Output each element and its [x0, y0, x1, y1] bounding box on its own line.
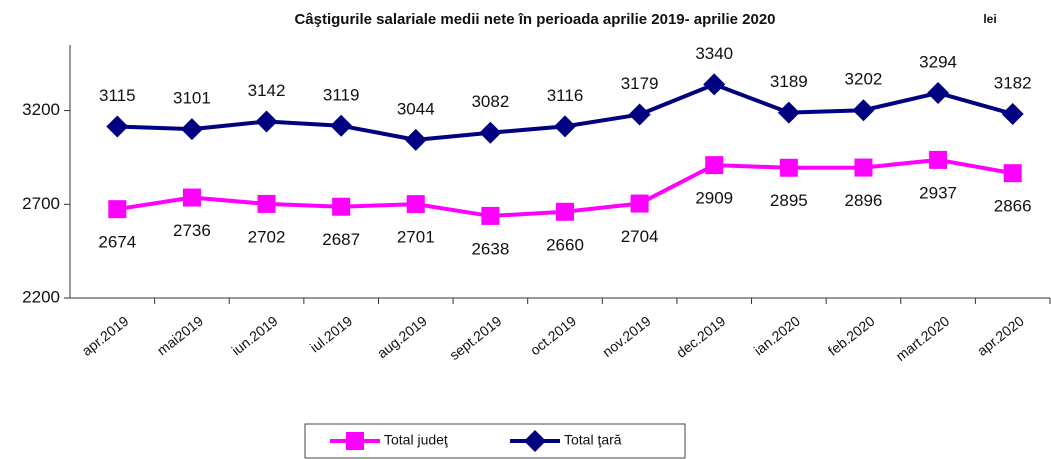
- point: [406, 195, 425, 214]
- data-label: 2701: [397, 228, 435, 247]
- data-label: 3101: [173, 89, 211, 108]
- point: [481, 206, 500, 225]
- data-label: 2704: [621, 227, 659, 246]
- x-tick-label: apr.2019: [79, 313, 132, 359]
- point: [854, 158, 873, 177]
- x-tick-label: mart.2020: [893, 313, 953, 365]
- legend-marker: [524, 430, 546, 452]
- legend-label: Total ţară: [564, 432, 622, 448]
- y-tick-label: 2700: [22, 194, 60, 213]
- point: [404, 128, 427, 151]
- data-label: 3340: [695, 44, 733, 63]
- y-tick-label: 2200: [22, 287, 60, 306]
- data-label: 3294: [919, 52, 957, 71]
- x-tick-label: dec.2019: [673, 313, 728, 361]
- point: [257, 194, 276, 213]
- data-label: 3082: [471, 92, 509, 111]
- point: [630, 194, 649, 213]
- y-tick-label: 3200: [22, 100, 60, 119]
- chart-title: Câştigurile salariale medii nete în peri…: [294, 11, 775, 28]
- point: [330, 114, 353, 137]
- x-tick-label: sept.2019: [446, 313, 504, 364]
- x-tick-label: aug.2019: [374, 313, 430, 362]
- point: [628, 103, 651, 126]
- data-label: 3115: [99, 86, 136, 105]
- data-label: 2866: [994, 197, 1032, 216]
- data-label: 2674: [98, 233, 136, 252]
- point: [556, 202, 574, 221]
- point: [777, 101, 800, 124]
- data-label: 2638: [471, 239, 509, 258]
- x-tick-label: apr.2020: [974, 313, 1027, 359]
- data-label: 3119: [323, 85, 360, 104]
- point: [108, 200, 127, 219]
- data-label: 2937: [919, 183, 957, 202]
- data-label: 2660: [546, 235, 584, 254]
- point: [927, 81, 950, 104]
- point: [255, 110, 278, 133]
- data-label: 3189: [770, 72, 808, 91]
- point: [705, 156, 724, 175]
- point: [779, 158, 798, 177]
- data-label: 2896: [845, 191, 883, 210]
- legend-label: Total judeţ: [384, 432, 448, 448]
- data-label: 2909: [695, 189, 733, 208]
- point: [106, 115, 129, 138]
- data-label: 3179: [621, 74, 659, 93]
- data-label: 3202: [845, 70, 883, 89]
- point: [180, 118, 203, 141]
- data-label: 2687: [322, 230, 360, 249]
- point: [703, 73, 726, 96]
- x-tick-label: iul.2019: [307, 313, 356, 356]
- point: [929, 150, 948, 169]
- x-tick-label: ian.2020: [751, 313, 803, 359]
- unit-label: lei: [983, 12, 996, 26]
- point: [1003, 164, 1022, 183]
- data-label: 2736: [173, 221, 211, 240]
- legend-marker: [346, 432, 364, 450]
- point: [182, 188, 201, 207]
- x-tick-label: nov.2019: [599, 313, 654, 361]
- point: [1001, 102, 1024, 125]
- x-tick-label: feb.2020: [825, 313, 878, 359]
- point: [554, 115, 576, 138]
- point: [332, 197, 351, 216]
- point: [852, 99, 875, 122]
- data-label: 3182: [994, 73, 1032, 92]
- data-label: 2895: [770, 191, 808, 210]
- point: [479, 121, 502, 144]
- data-label: 3142: [248, 81, 286, 100]
- data-label: 2702: [248, 227, 286, 246]
- x-tick-label: mai2019: [154, 313, 206, 359]
- data-label: 3116: [547, 86, 584, 105]
- x-tick-label: iun.2019: [228, 313, 280, 359]
- data-label: 3044: [397, 99, 435, 118]
- x-tick-label: oct.2019: [527, 313, 579, 359]
